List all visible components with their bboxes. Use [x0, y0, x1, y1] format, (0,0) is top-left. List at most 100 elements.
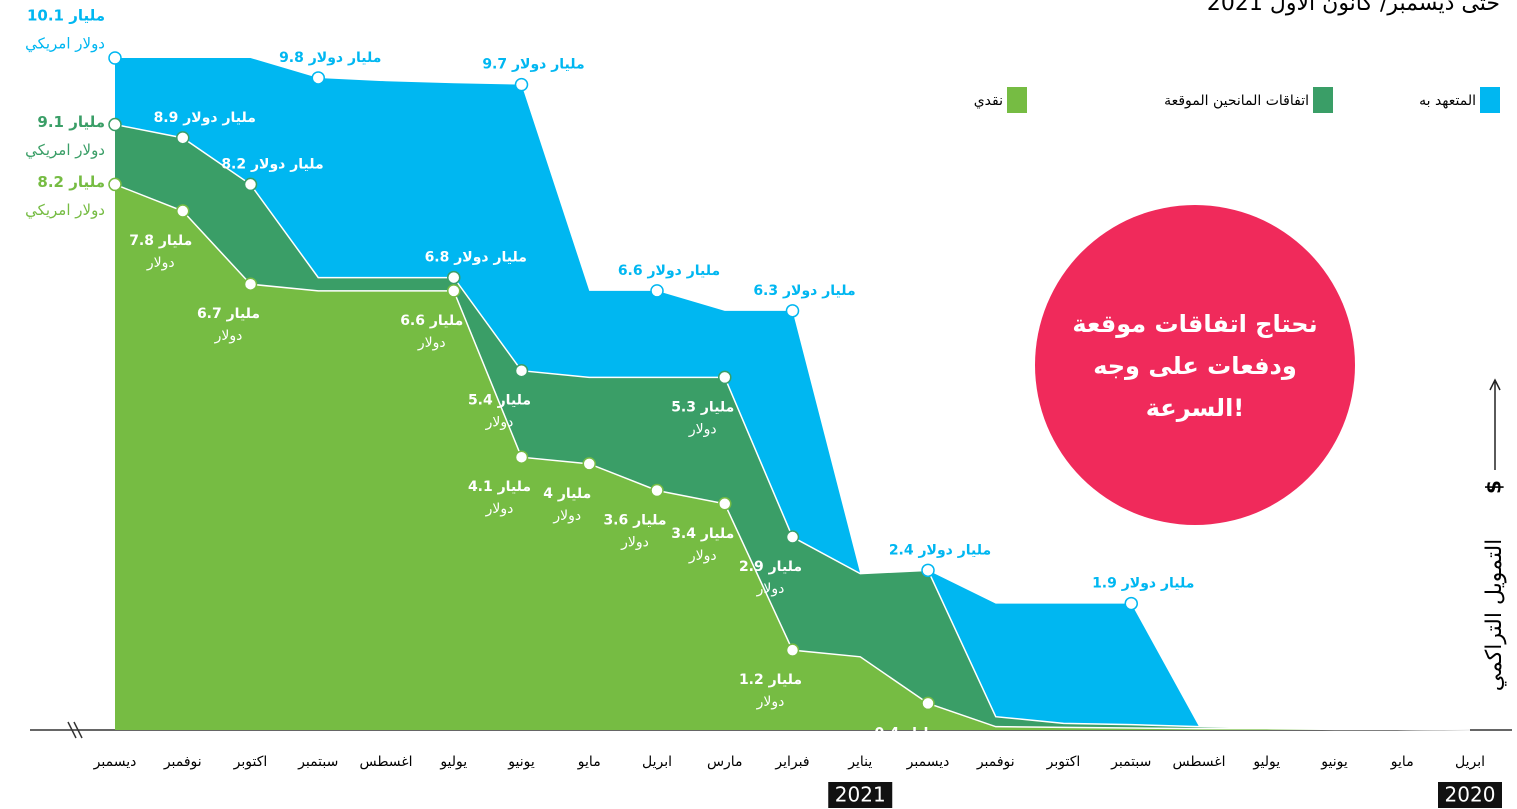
data-label: 6.7 مليار	[197, 306, 260, 322]
marker	[650, 483, 664, 498]
axis-break	[67, 721, 77, 739]
data-label: دولار	[417, 335, 446, 351]
data-label: دولار امريكي	[25, 35, 105, 54]
legend-swatch	[1007, 87, 1027, 113]
data-label: 9.8 مليار دولار	[279, 50, 381, 66]
data-label: 3.4 مليار	[671, 526, 734, 542]
x-tick-label: يونيو	[507, 754, 535, 770]
data-label: دولار امريكي	[25, 201, 105, 220]
marker	[311, 71, 325, 85]
marker	[718, 370, 732, 385]
x-tick-label: سبتمبر	[1110, 754, 1151, 770]
marker	[785, 530, 800, 544]
marker	[785, 304, 800, 318]
callout-text: السرعة!	[1146, 394, 1245, 422]
callout-text: نحتاج اتفاقات موقعة	[1072, 310, 1317, 338]
chart-title: حتى ديسمبر/ كانون الأول 2021	[1207, 0, 1500, 16]
y-axis-label: التمويل التراكمي	[1482, 539, 1507, 692]
x-tick-label: يوليو	[439, 754, 467, 770]
data-label: دولار	[756, 581, 785, 597]
x-tick-label: فبراير	[774, 754, 809, 770]
data-label: 8.2 مليار	[37, 173, 105, 191]
axis-break	[73, 721, 83, 739]
x-tick-label: مايو	[1390, 754, 1414, 770]
data-label: 7.8 مليار	[129, 233, 192, 249]
marker	[921, 563, 935, 578]
x-tick-label: نوفمبر	[976, 754, 1015, 770]
area	[115, 184, 1470, 731]
data-label: 1.9 مليار دولار	[1092, 576, 1194, 592]
callout-circle	[1035, 205, 1355, 525]
x-tick-label: ديسمبر	[93, 754, 137, 770]
data-label: 5.3 مليار	[671, 399, 734, 415]
year-box	[1438, 782, 1502, 808]
legend-label: المتعهد به	[1419, 93, 1476, 109]
marker	[243, 177, 258, 192]
marker	[108, 117, 122, 132]
data-label: دولار	[214, 328, 243, 344]
x-tick-label: يونيو	[1320, 754, 1348, 770]
data-label: 9.1 مليار	[37, 113, 105, 131]
x-tick-label: سبتمبر	[297, 754, 338, 770]
x-tick-label: اغسطس	[1172, 754, 1225, 770]
legend-swatch	[1480, 87, 1500, 113]
data-label: 6.8 مليار دولار	[425, 250, 527, 266]
data-label: 8.2 مليار دولار	[221, 156, 323, 172]
marker	[176, 204, 190, 218]
data-label: 2.9 مليار	[739, 559, 802, 575]
x-tick-label: يوليو	[1252, 754, 1280, 770]
data-label: دولار	[552, 508, 581, 524]
data-label: 6.3 مليار دولار	[753, 283, 855, 299]
marker	[108, 177, 122, 192]
data-label: دولار	[620, 534, 649, 550]
marker	[650, 284, 664, 298]
data-label: 0.4 مليار	[874, 725, 937, 741]
marker	[243, 277, 258, 291]
marker	[176, 131, 190, 145]
year-box	[828, 782, 893, 808]
x-tick-label: اكتوبر	[1046, 754, 1081, 770]
marker	[447, 270, 461, 285]
marker	[718, 497, 732, 511]
legend-swatch	[1313, 87, 1333, 113]
axis-arrow-head	[1489, 378, 1501, 391]
x-tick-label: مارس	[707, 754, 743, 770]
data-label: 10.1 مليار	[27, 7, 105, 25]
data-label: 6.6 مليار دولار	[618, 263, 720, 279]
data-label: دولار	[756, 694, 785, 710]
x-tick-label: نوفمبر	[163, 754, 202, 770]
data-label: دولار امريكي	[25, 141, 105, 160]
data-label: دولار	[485, 415, 514, 431]
data-label: 6.6 مليار	[400, 313, 463, 329]
marker	[921, 696, 935, 711]
marker	[514, 363, 529, 378]
x-tick-label: ابريل	[1455, 754, 1485, 770]
data-label: 9.7 مليار دولار	[482, 57, 584, 73]
callout-text: ودفعات على وجه	[1093, 352, 1297, 380]
marker	[785, 643, 800, 657]
marker	[514, 77, 529, 92]
data-label: 2.4 مليار دولار	[889, 542, 991, 558]
data-label: 5.4 مليار	[468, 393, 531, 409]
x-tick-label: اغسطس	[359, 754, 412, 770]
marker	[447, 284, 461, 298]
data-label: دولار	[688, 421, 717, 437]
data-label: 3.6 مليار	[603, 512, 666, 528]
x-tick-label: اكتوبر	[233, 754, 268, 770]
data-label: دولار	[146, 255, 175, 271]
year-label: 2021	[835, 783, 886, 807]
marker	[108, 51, 122, 65]
data-label: 8.9 مليار دولار	[154, 110, 256, 126]
year-label: 2020	[1445, 783, 1496, 807]
data-label: 4 مليار	[543, 486, 591, 502]
legend-label: نقدي	[974, 93, 1003, 109]
marker	[514, 450, 529, 464]
data-label: دولار	[485, 501, 514, 517]
x-tick-label: ابريل	[642, 754, 672, 770]
data-label: دولار	[891, 747, 920, 763]
legend-label: اتفاقات المانحين الموقعة	[1164, 93, 1309, 109]
marker	[1124, 596, 1138, 611]
marker	[582, 457, 596, 471]
data-label: 1.2 مليار	[739, 672, 802, 688]
